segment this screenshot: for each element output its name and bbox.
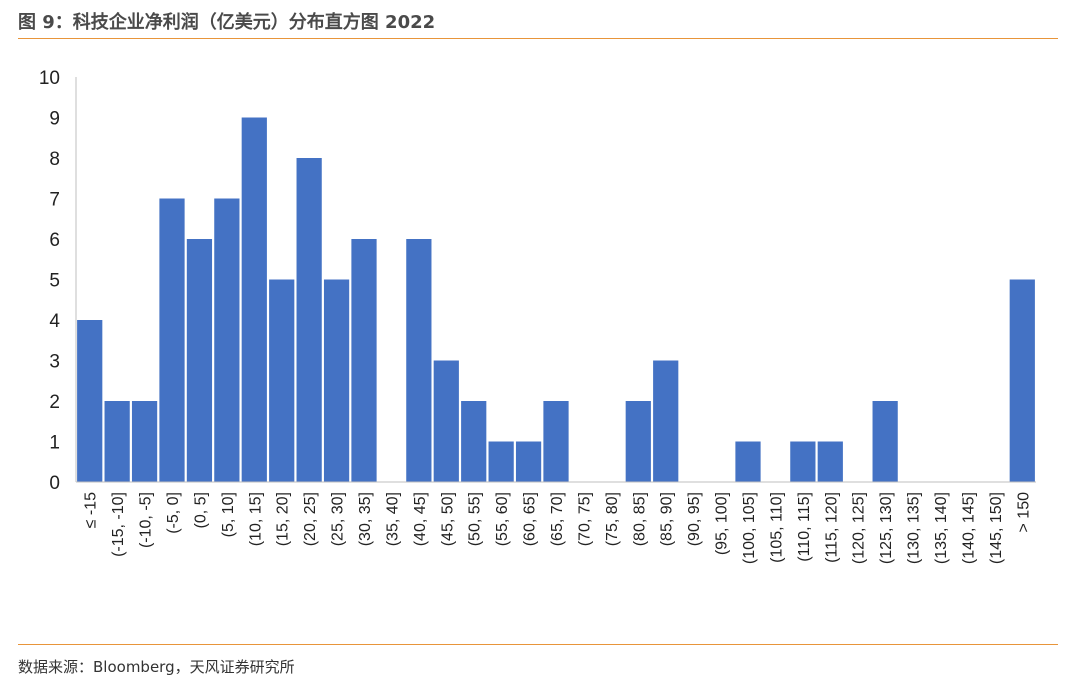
x-tick-label: (40, 45]: [412, 492, 429, 546]
x-tick-label: (50, 55]: [467, 492, 484, 546]
bar: [241, 117, 267, 482]
footer-divider: [18, 644, 1058, 645]
x-tick-label: (0, 5]: [192, 492, 209, 528]
x-tick-label: (15, 20]: [275, 492, 292, 546]
bar: [214, 198, 240, 482]
x-tick-label: (55, 60]: [494, 492, 511, 546]
x-tick-label: (85, 90]: [659, 492, 676, 546]
x-axis: ≤ -15 (-15, -10] (-10, -5] (-5, 0] (0, 5] (5,…: [76, 481, 1036, 564]
y-tick-label: 9: [49, 109, 60, 130]
bar: [461, 401, 487, 482]
x-tick-label: (110, 115]: [796, 492, 813, 562]
bar: [269, 279, 295, 482]
x-tick-label: (100, 105]: [741, 492, 758, 564]
x-tick-label: (65, 70]: [549, 492, 566, 546]
x-tick-label: (70, 75]: [576, 492, 593, 546]
x-tick-label: (30, 35]: [357, 492, 374, 546]
x-tick-label: (5, 10]: [220, 492, 237, 537]
y-tick-label: 5: [49, 271, 60, 292]
y-tick-label: 0: [49, 473, 60, 494]
bar: [406, 239, 432, 482]
bar: [351, 239, 377, 482]
bar: [1009, 279, 1035, 482]
bar: [735, 441, 761, 482]
bar: [433, 360, 459, 482]
y-axis: 0 1 2 3 4 5 6 7 8 9 10: [39, 68, 77, 494]
chart-title: 图 9：科技企业净利润（亿美元）分布直方图 2022: [18, 12, 436, 33]
x-tick-label: (105, 110]: [768, 492, 785, 563]
x-tick-label: > 150: [1015, 492, 1032, 533]
x-tick-label: (115, 120]: [823, 492, 840, 563]
bar: [186, 239, 213, 482]
x-tick-label: (45, 50]: [439, 492, 456, 546]
x-tick-label: ≤ -15: [83, 492, 100, 528]
x-tick-label: (20, 25]: [302, 492, 319, 546]
x-tick-label: (35, 40]: [384, 492, 401, 546]
bar: [323, 279, 350, 482]
x-tick-label: (135, 140]: [933, 492, 950, 564]
source-note: 数据来源：Bloomberg，天风证券研究所: [18, 658, 295, 676]
y-tick-label: 10: [39, 68, 60, 89]
bar: [77, 320, 103, 482]
x-tick-label: (90, 95]: [686, 492, 703, 546]
bar: [653, 360, 679, 482]
x-tick-label: (130, 135]: [906, 492, 923, 564]
bar: [543, 401, 569, 482]
bar-series: [77, 117, 1035, 482]
bar: [872, 401, 898, 482]
x-tick-label: (125, 130]: [878, 492, 895, 564]
x-tick-label: (-10, -5]: [138, 492, 155, 548]
x-tick-label: (145, 150]: [988, 492, 1005, 564]
x-tick-label: (120, 125]: [851, 492, 868, 564]
y-tick-label: 7: [49, 190, 60, 211]
bar: [159, 198, 185, 482]
bar: [104, 401, 130, 482]
x-tick-label: (-15, -10]: [110, 492, 127, 557]
x-tick-label: (140, 145]: [960, 492, 977, 564]
bar: [515, 441, 542, 482]
y-tick-label: 1: [49, 433, 60, 454]
x-tick-label: (95, 100]: [714, 492, 731, 555]
bar: [790, 441, 816, 482]
bar: [296, 158, 322, 482]
bar: [488, 441, 514, 482]
x-tick-label: (25, 30]: [330, 492, 347, 546]
y-tick-label: 8: [49, 149, 60, 170]
bar: [131, 401, 158, 482]
x-tick-label: (80, 85]: [631, 492, 648, 546]
y-tick-label: 6: [49, 230, 60, 251]
y-tick-label: 2: [49, 392, 60, 413]
bar: [625, 401, 651, 482]
x-tick-label: (75, 80]: [604, 492, 621, 546]
x-tick-label: (10, 15]: [247, 492, 264, 546]
x-tick-label: (60, 65]: [522, 492, 539, 546]
histogram-chart: 0 1 2 3 4 5 6 7 8 9 10 ≤ -15 (-15, -10] (-10, -5] (-5…: [39, 68, 1036, 564]
y-tick-label: 4: [49, 311, 60, 332]
y-tick-label: 3: [49, 352, 60, 373]
title-divider: [18, 38, 1058, 39]
bar: [817, 441, 843, 482]
x-tick-label: (-5, 0]: [165, 492, 182, 534]
